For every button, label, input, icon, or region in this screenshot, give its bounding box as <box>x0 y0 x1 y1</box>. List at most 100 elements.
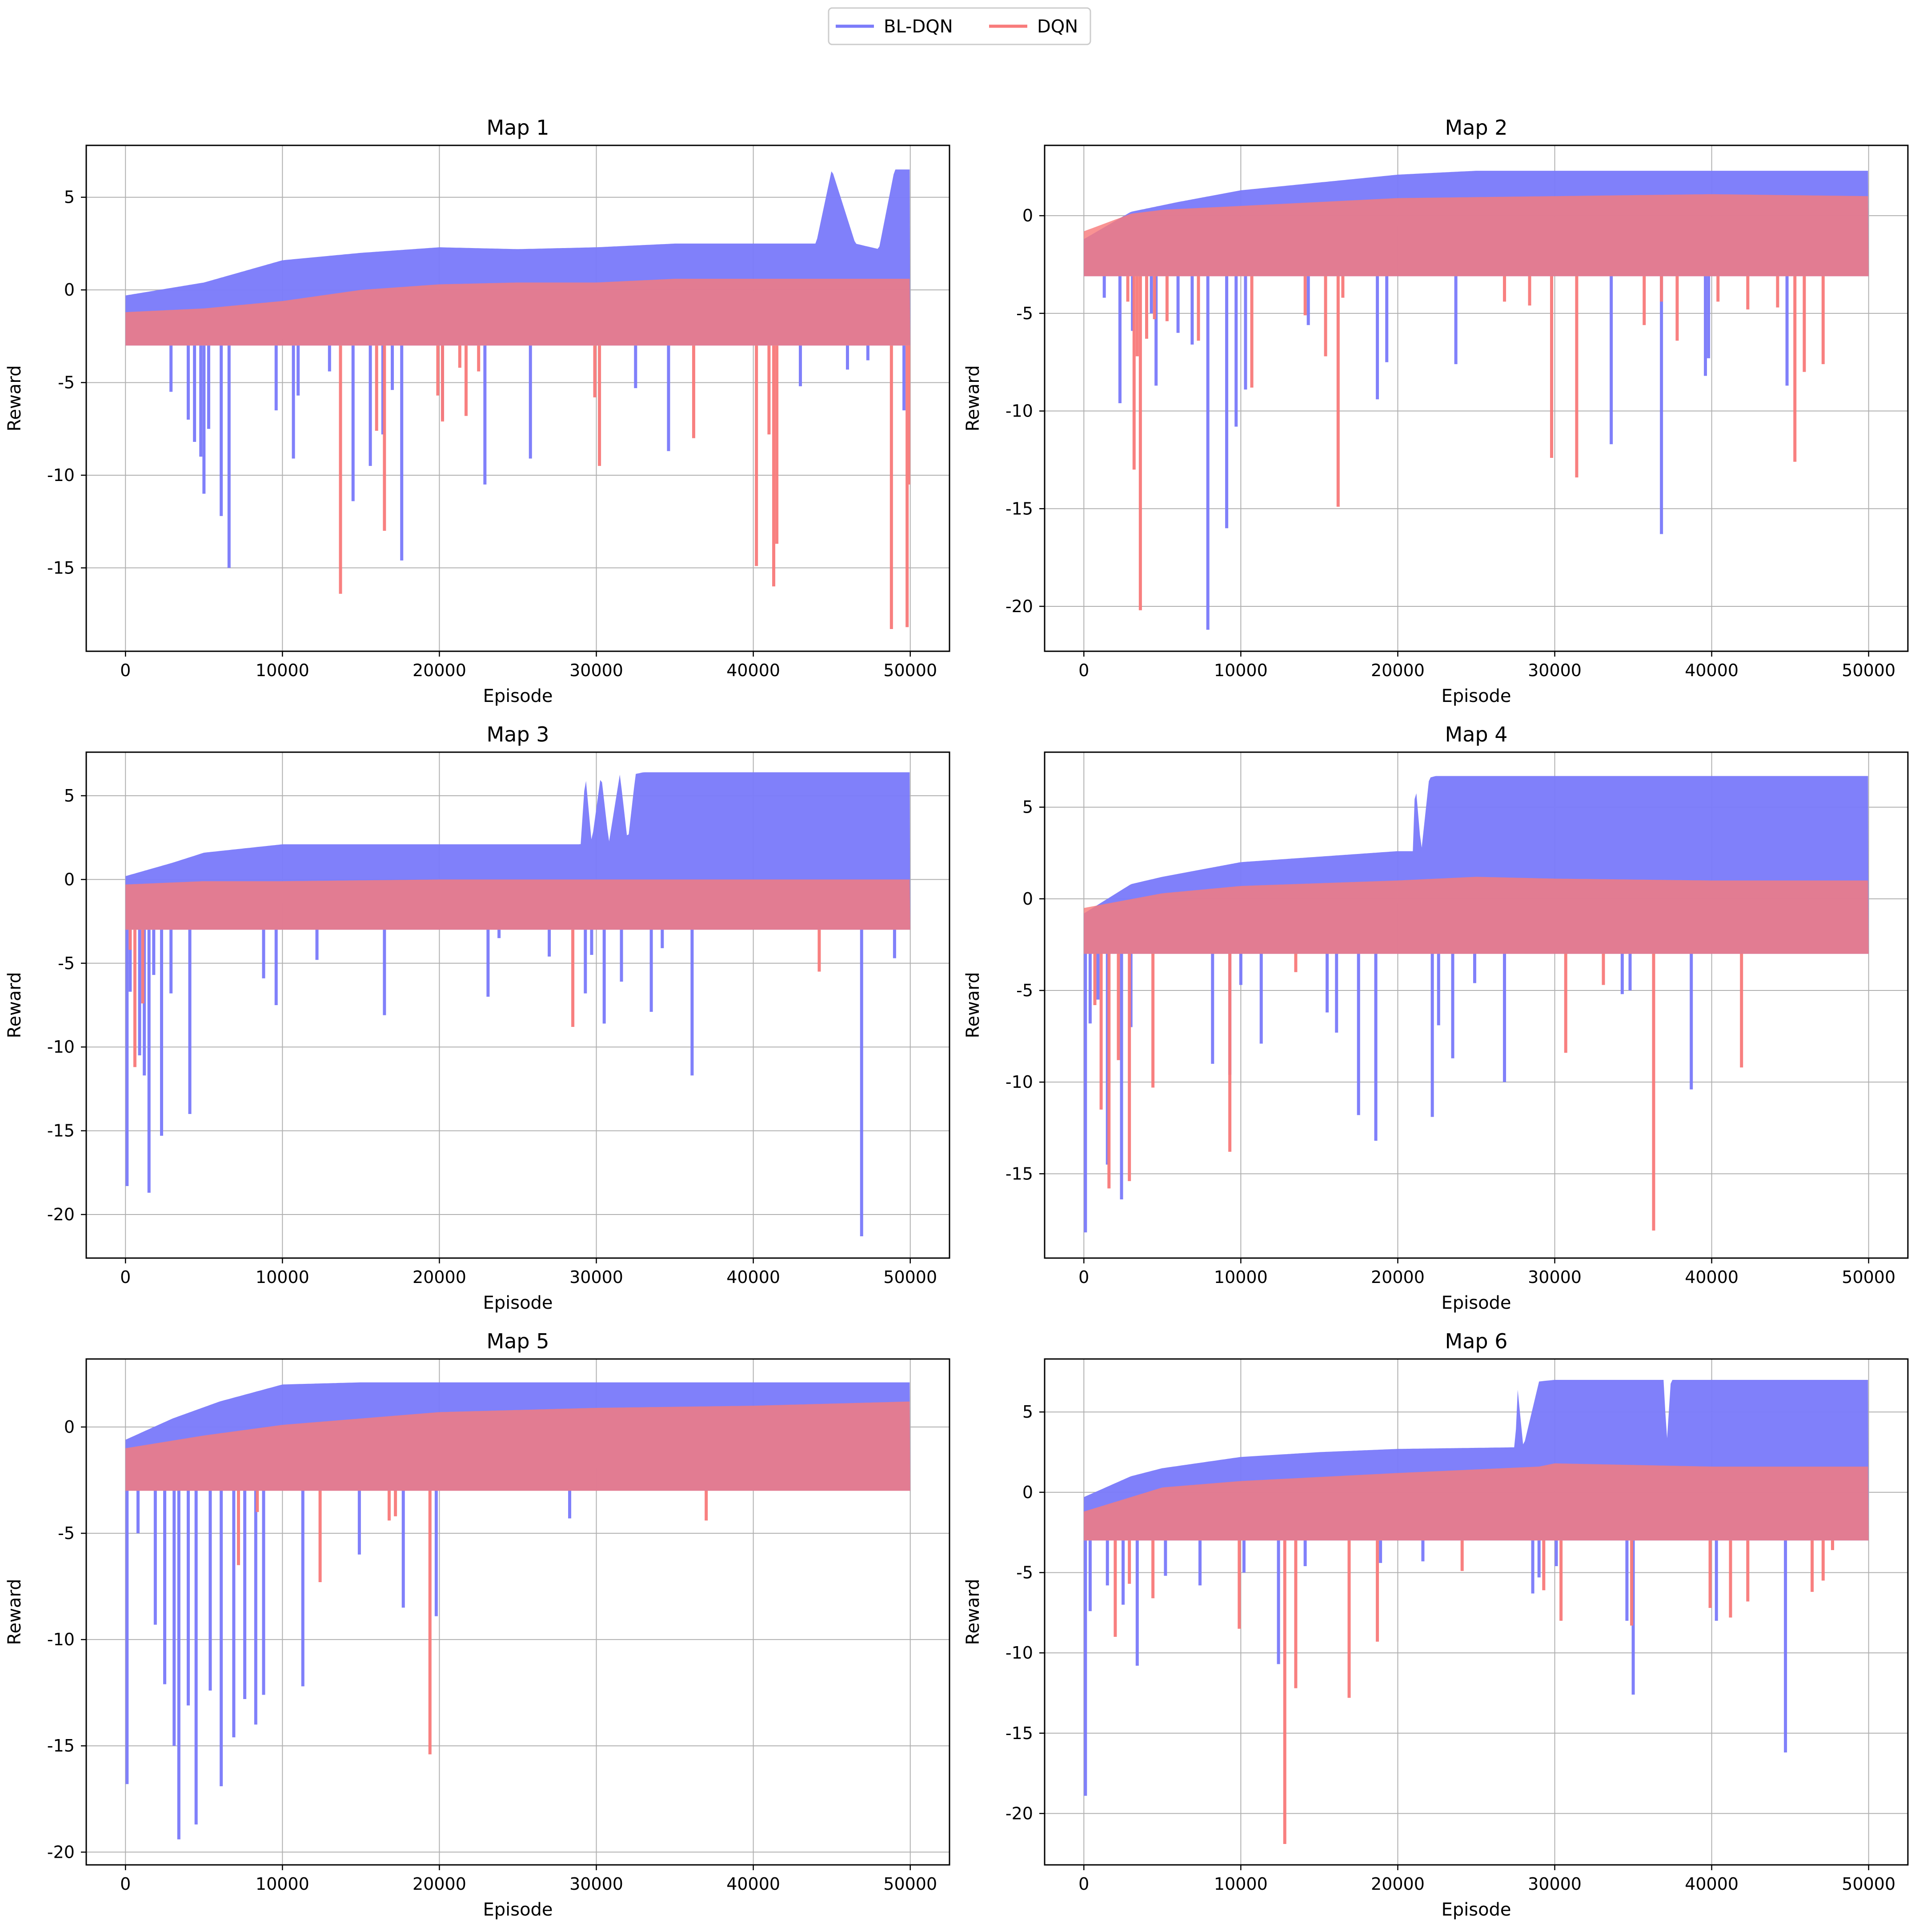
x-tick-label: 30000 <box>569 1874 623 1894</box>
x-tick-label: 50000 <box>883 661 937 680</box>
subplot-map-1: 0 10000 20000 30000 40000 50000 5 0 -5 -10 -15 Map … <box>4 116 950 706</box>
x-tick-label: 30000 <box>569 661 623 680</box>
x-tick-label: 0 <box>120 1874 131 1894</box>
x-axis-label: Episode <box>1441 1900 1511 1920</box>
y-tick-label: -10 <box>1006 1643 1033 1663</box>
series-bl-dqn <box>125 772 910 1237</box>
x-tick-label: 50000 <box>883 1874 937 1894</box>
x-tick-label: 30000 <box>569 1267 623 1287</box>
x-tick-label: 0 <box>1078 1267 1089 1287</box>
x-tick-label: 20000 <box>413 1874 466 1894</box>
series-dqn <box>1084 877 1869 1231</box>
y-tick-label: 0 <box>1022 1483 1033 1502</box>
y-tick-label: -5 <box>1016 304 1033 323</box>
series-bl-dqn <box>1084 776 1869 1233</box>
x-tick-label: 10000 <box>1214 661 1268 680</box>
axes-frame <box>85 1358 950 1866</box>
plot-area <box>1084 171 1869 630</box>
x-tick-label: 0 <box>120 661 131 680</box>
y-tick-label: -15 <box>47 1121 75 1141</box>
x-tick-label: 0 <box>120 1267 131 1287</box>
plot-area <box>1084 776 1869 1233</box>
y-tick-label: 0 <box>64 280 75 300</box>
x-axis-label: Episode <box>1441 1293 1511 1313</box>
y-axis-label: Reward <box>963 1579 983 1645</box>
subplot-map-6: 0 10000 20000 30000 40000 50000 5 0 -5 -10 -15 -20 M… <box>963 1329 1909 1920</box>
subplot-title: Map 2 <box>1445 116 1508 140</box>
x-tick-label: 40000 <box>726 1874 780 1894</box>
y-tick-label: 5 <box>64 188 75 207</box>
y-axis-label: Reward <box>4 972 25 1038</box>
y-axis-label: Reward <box>963 972 983 1038</box>
x-tick-label: 40000 <box>1685 661 1739 680</box>
plot-area <box>125 772 910 1237</box>
x-tick-label: 20000 <box>1371 661 1425 680</box>
subplot-grid: 0 10000 20000 30000 40000 5000050-5-10-15Map … <box>4 116 1909 1920</box>
x-tick-label: 0 <box>1078 661 1089 680</box>
x-tick-label: 50000 <box>1842 1874 1895 1894</box>
y-tick-label: 5 <box>1022 1402 1033 1422</box>
legend: BL-DQN DQN <box>828 7 1091 45</box>
y-tick-label: -20 <box>1006 597 1033 616</box>
series-dqn <box>125 879 910 1067</box>
y-tick-label: -5 <box>58 1523 75 1543</box>
y-axis-label: Reward <box>963 365 983 432</box>
legend-label-bl-dqn: BL-DQN <box>884 16 953 37</box>
subplot-title: Map 5 <box>487 1329 549 1353</box>
y-axis-label: Reward <box>4 365 25 432</box>
axes-frame <box>85 144 950 652</box>
y-tick-label: -5 <box>58 373 75 393</box>
y-tick-label: -5 <box>58 954 75 973</box>
y-tick-label: -20 <box>47 1205 75 1224</box>
subplot-title: Map 1 <box>487 116 549 140</box>
subplot-title: Map 3 <box>487 722 549 746</box>
series-band-dqn <box>1084 1463 1869 1541</box>
x-axis-label: Episode <box>483 1900 553 1920</box>
x-tick-label: 20000 <box>413 661 466 680</box>
subplot-map-4: 0 10000 20000 30000 40000 50000 5 0 -5 -10 -15 Map … <box>963 722 1909 1313</box>
x-tick-label: 20000 <box>1371 1267 1425 1287</box>
subplot-map-5: 0 10000 20000 30000 40000 50000 0 -5 -10 -15 -20 Ma… <box>4 1329 950 1920</box>
x-tick-label: 30000 <box>1528 1267 1582 1287</box>
y-tick-label: -10 <box>1006 1072 1033 1092</box>
y-tick-label: 0 <box>1022 206 1033 225</box>
series-bl-dqn <box>125 169 910 568</box>
legend-frame <box>828 7 1091 45</box>
axes-frame <box>1044 751 1909 1259</box>
x-tick-label: 50000 <box>883 1267 937 1287</box>
series-dqn <box>1084 1463 1869 1844</box>
x-tick-label: 0 <box>1078 1874 1089 1894</box>
y-tick-label: -15 <box>1006 1164 1033 1183</box>
x-tick-label: 40000 <box>726 1267 780 1287</box>
plot-area <box>125 169 910 629</box>
y-tick-label: 0 <box>1022 889 1033 909</box>
y-tick-label: -20 <box>1006 1804 1033 1823</box>
x-tick-label: 10000 <box>1214 1267 1268 1287</box>
series-dqn <box>125 1401 910 1755</box>
x-tick-label: 10000 <box>256 661 309 680</box>
y-tick-label: -15 <box>47 558 75 577</box>
x-axis-label: Episode <box>483 686 553 706</box>
y-tick-label: -10 <box>1006 401 1033 421</box>
x-tick-label: 40000 <box>1685 1874 1739 1894</box>
y-tick-label: -15 <box>1006 1724 1033 1743</box>
y-tick-label: -5 <box>1016 981 1033 1000</box>
series-band-dqn <box>125 879 910 930</box>
plot-area <box>125 1382 910 1840</box>
y-tick-label: 0 <box>64 1417 75 1437</box>
y-tick-label: 5 <box>1022 798 1033 817</box>
series-dqn <box>125 279 910 629</box>
y-tick-label: -15 <box>1006 499 1033 518</box>
y-tick-label: 5 <box>64 786 75 806</box>
axes-frame <box>1044 1358 1909 1866</box>
series-band-dqn <box>1084 194 1869 277</box>
series-dqn <box>1084 194 1869 610</box>
x-tick-label: 20000 <box>1371 1874 1425 1894</box>
y-tick-label: -10 <box>47 1037 75 1057</box>
subplot-map-2: 0 10000 20000 30000 40000 50000 0 -5 -10 -15 -20 Ma… <box>963 116 1909 706</box>
x-tick-label: 10000 <box>256 1874 309 1894</box>
subplot-title: Map 4 <box>1445 722 1508 746</box>
x-axis-label: Episode <box>483 1293 553 1313</box>
x-tick-label: 40000 <box>726 661 780 680</box>
plot-area <box>1084 1380 1869 1844</box>
